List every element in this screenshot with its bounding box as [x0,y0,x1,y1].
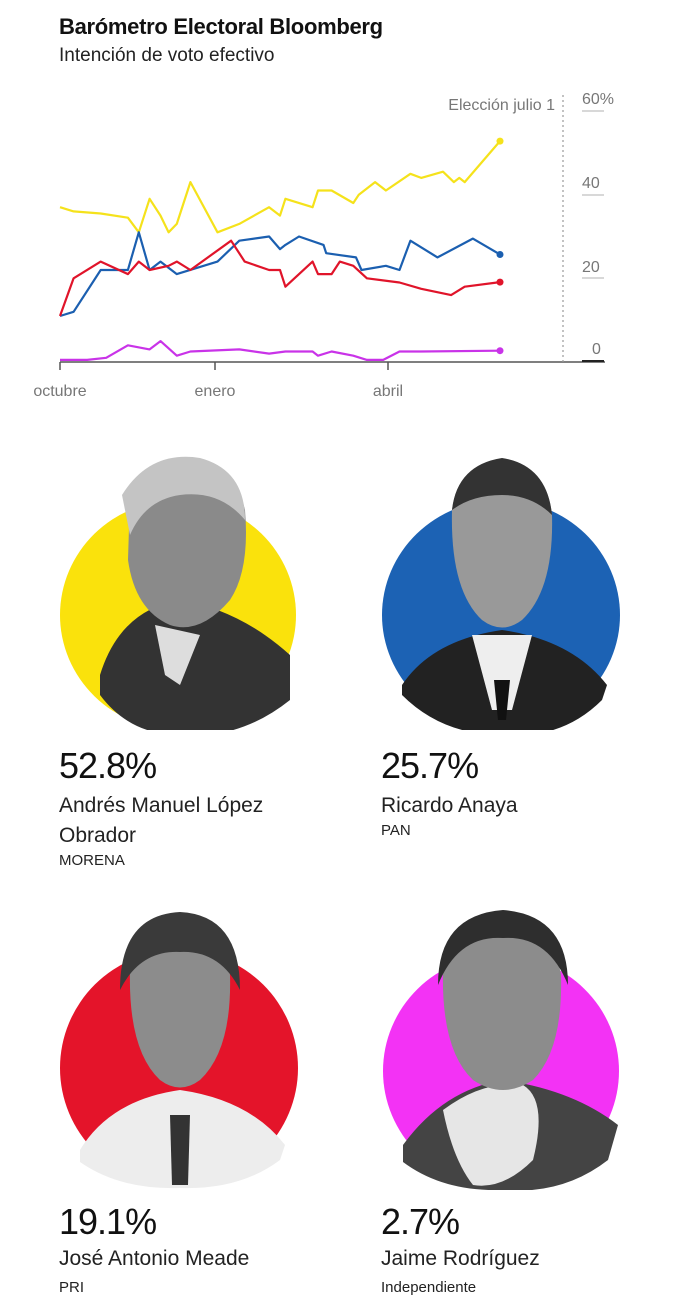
x-label-ene: enero [195,383,236,400]
portrait-icon [402,458,607,730]
series-endpoint-marker [496,250,504,258]
y-tick-60: 60% [582,91,614,108]
series-layer [58,137,504,361]
x-label-abr: abril [373,383,403,400]
y-tick-20: 20 [582,259,600,276]
series-endpoint-marker [496,137,504,145]
series-line [60,340,501,361]
series-line [59,140,501,234]
election-label: Elección julio 1 [448,97,555,114]
candidate-party: PAN [381,822,411,839]
candidate-pct: 19.1% [59,1201,157,1242]
line-chart: Elección julio 1 60% 40 20 0 octubre ene… [33,91,614,400]
candidate-name: Andrés Manuel López Obrador [59,794,264,847]
series-endpoint-marker [496,278,504,286]
candidate-name: José Antonio Meade [59,1247,250,1270]
series-line [58,239,501,317]
series-line [59,231,501,318]
series-endpoint-marker [496,347,504,355]
candidate-party: MORENA [59,852,125,869]
candidate-pct: 52.8% [59,745,157,786]
portrait-icon [80,912,285,1189]
candidate-party: Independiente [381,1279,477,1296]
y-tick-40: 40 [582,175,600,192]
portrait-icon [100,456,290,730]
candidate-name: Jaime Rodríguez [381,1247,540,1270]
candidate-pct: 2.7% [381,1201,460,1242]
y-tick-0: 0 [592,341,601,358]
portrait-icon [403,910,618,1190]
x-label-oct: octubre [33,383,86,400]
chart-title: Barómetro Electoral Bloomberg [59,14,383,39]
candidate-name: Ricardo Anaya [381,794,518,817]
chart-subtitle: Intención de voto efectivo [59,45,275,66]
candidate-pct: 25.7% [381,745,479,786]
candidate-party: PRI [59,1279,85,1296]
